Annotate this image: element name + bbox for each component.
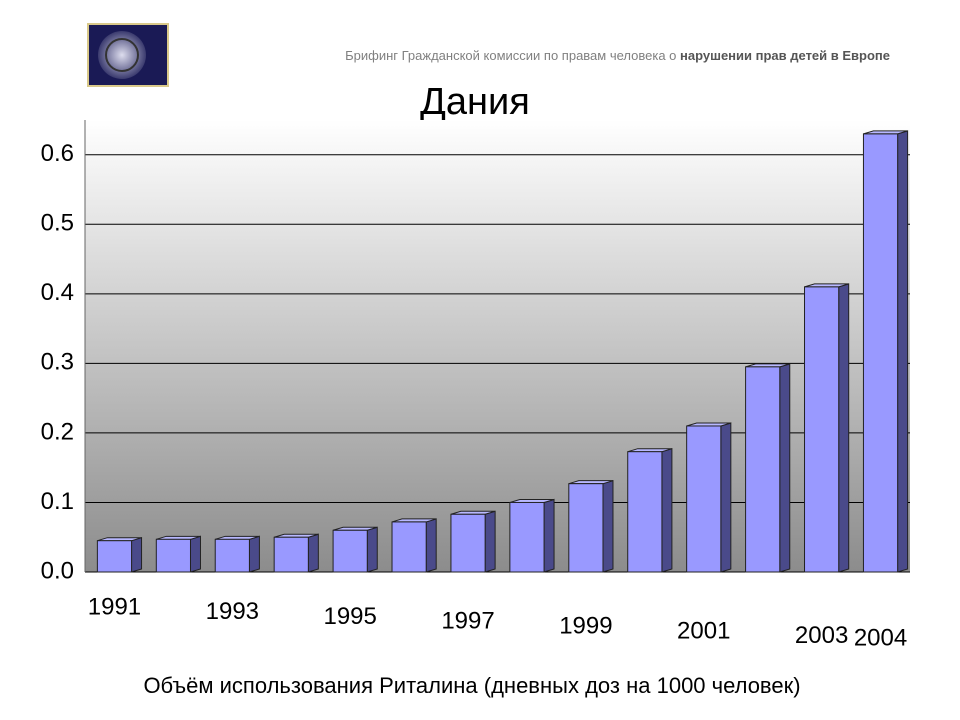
- y-tick-label: 0.5: [41, 210, 74, 237]
- x-tick-label: 1995: [323, 603, 376, 630]
- bar-side: [307, 533, 319, 573]
- bar-front: [273, 536, 309, 573]
- bar: [627, 448, 673, 573]
- bar: [568, 480, 614, 573]
- bar-side: [189, 535, 201, 573]
- y-tick-label: 0.0: [41, 557, 74, 584]
- x-tick-label: 1993: [206, 598, 259, 625]
- bar: [214, 535, 260, 573]
- bar-front: [686, 425, 722, 573]
- subtitle: Брифинг Гражданской комиссии по правам ч…: [345, 48, 890, 63]
- bar-side: [366, 526, 378, 573]
- bar-front: [96, 540, 133, 573]
- bar-side: [543, 498, 555, 573]
- y-tick-label: 0.4: [41, 279, 74, 306]
- x-tick-label: 2004: [854, 625, 907, 652]
- bar: [273, 533, 319, 573]
- bar-front: [450, 513, 486, 573]
- bar-front: [804, 286, 840, 573]
- x-tick-label: 1999: [559, 613, 612, 640]
- y-tick-label: 0.6: [41, 140, 74, 167]
- y-tick-label: 0.1: [41, 488, 74, 515]
- subtitle-part: Брифинг Гражданской комиссии по правам ч…: [345, 48, 676, 63]
- bar-front: [745, 366, 781, 573]
- logo: [87, 23, 169, 87]
- chart-title: Дания: [420, 81, 530, 123]
- bar-side: [248, 535, 260, 573]
- bar: [332, 526, 378, 573]
- x-tick-label: 1991: [88, 593, 141, 620]
- bar-side: [484, 510, 496, 573]
- bar-front: [155, 538, 191, 573]
- x-tick-label: 2001: [677, 617, 730, 644]
- bar-side: [720, 422, 732, 573]
- bar-front: [332, 529, 368, 573]
- bar: [155, 535, 201, 573]
- y-tick-label: 0.2: [41, 418, 74, 445]
- bar-side: [779, 363, 791, 573]
- bar-front: [509, 501, 545, 573]
- bar-side: [838, 283, 850, 573]
- bar-front: [214, 538, 250, 573]
- x-tick-label: 2003: [795, 622, 848, 649]
- bar: [804, 283, 850, 573]
- bar: [745, 363, 791, 573]
- bar: [862, 130, 909, 573]
- bar-side: [661, 448, 673, 573]
- bar: [509, 498, 555, 573]
- bar-front: [862, 133, 899, 573]
- x-tick-label: 1997: [441, 608, 494, 635]
- bar: [391, 518, 437, 573]
- bar-side: [425, 518, 437, 573]
- bar-side: [602, 480, 614, 573]
- bar: [450, 510, 496, 573]
- x-axis-label: Объём использования Риталина (дневных до…: [143, 673, 800, 698]
- bar-front: [568, 483, 604, 573]
- bar-front: [627, 451, 663, 573]
- bar: [96, 537, 143, 573]
- bar-side: [131, 537, 143, 573]
- bar: [686, 422, 732, 573]
- subtitle-bold: нарушении прав детей в Европе: [680, 48, 890, 63]
- bar-side: [897, 130, 909, 573]
- y-tick-label: 0.3: [41, 349, 74, 376]
- bar-front: [391, 521, 427, 573]
